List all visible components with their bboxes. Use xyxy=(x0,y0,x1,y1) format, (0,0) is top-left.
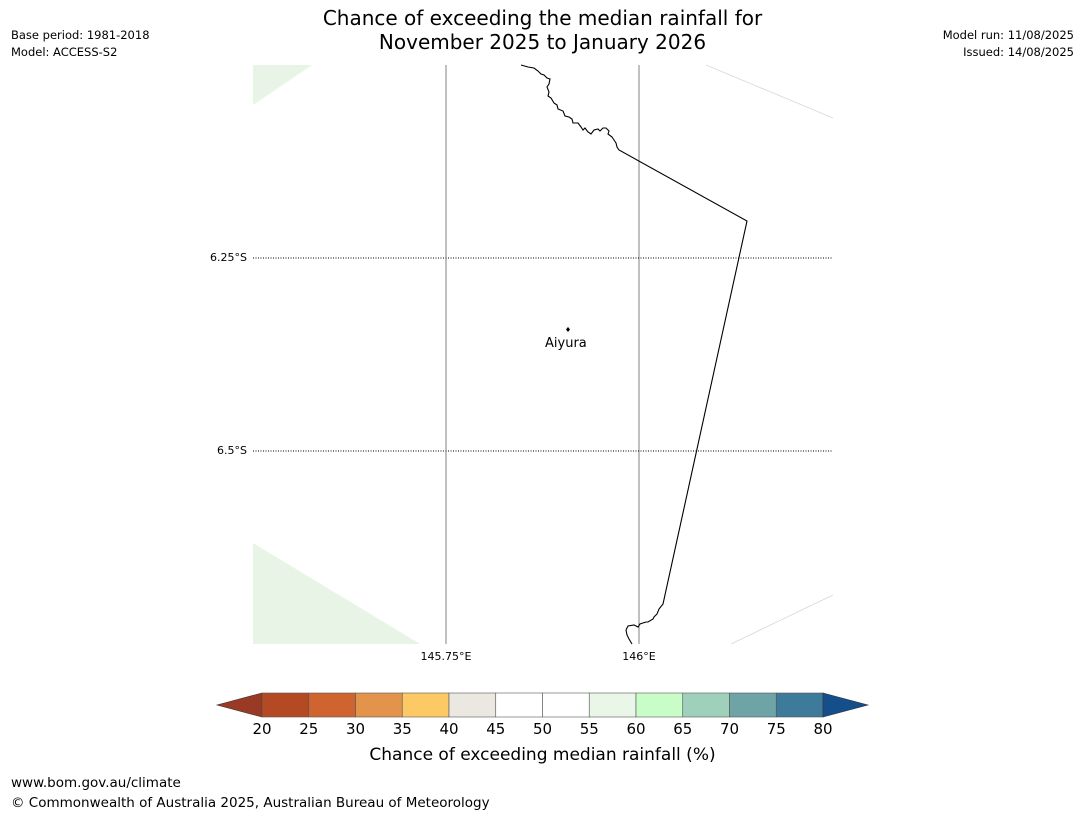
cell-edge-bottom-right xyxy=(730,594,834,645)
title-line-1: Chance of exceeding the median rainfall … xyxy=(322,6,763,30)
colorbar-segment xyxy=(355,692,403,718)
model-run-text: Model run: 11/08/2025 xyxy=(942,28,1074,42)
colorbar-tick-label: 80 xyxy=(813,720,833,738)
colorbar-segment xyxy=(635,692,684,718)
colorbar-segment xyxy=(588,692,637,718)
cell-edge-top-right xyxy=(705,64,834,119)
colorbar-segment xyxy=(775,692,824,718)
aiyura-marker xyxy=(566,327,570,332)
base-period-text: Base period: 1981-2018 xyxy=(11,28,150,42)
issued-text: Issued: 14/08/2025 xyxy=(963,45,1074,59)
lat-label-6-5: 6.5°S xyxy=(217,444,247,457)
forecast-cell-top-left xyxy=(253,65,312,105)
colorbar-tick-label: 75 xyxy=(766,720,786,738)
colorbar-extend-high xyxy=(822,692,870,718)
colorbar-segment xyxy=(542,692,590,718)
model-text: Model: ACCESS-S2 xyxy=(11,45,118,59)
colorbar-segment xyxy=(682,692,730,718)
title-line-2: November 2025 to January 2026 xyxy=(378,30,707,54)
province-boundary xyxy=(520,64,748,645)
colorbar-tick-label: 40 xyxy=(439,720,459,738)
place-label-aiyura: Aiyura xyxy=(545,336,587,351)
meta-right: Model run: 11/08/2025 Issued: 14/08/2025 xyxy=(943,27,1074,61)
colorbar-segment xyxy=(448,692,497,718)
colorbar-tick-label: 70 xyxy=(719,720,740,738)
colorbar-tick-label: 30 xyxy=(345,720,366,738)
colorbar-segment xyxy=(495,692,543,718)
colorbar-ticks: 20 25 30 35 40 45 50 55 60 65 70 75 80 xyxy=(0,720,1085,740)
colorbar-tick-label: 35 xyxy=(392,720,412,738)
forecast-cell-bottom-left xyxy=(253,543,420,644)
colorbar-segment xyxy=(729,692,777,718)
lon-label-146: 146°E xyxy=(622,650,656,663)
colorbar-tick-label: 45 xyxy=(486,720,506,738)
colorbar-tick-label: 25 xyxy=(299,720,319,738)
lat-label-6-25: 6.25°S xyxy=(210,251,247,264)
colorbar-segment xyxy=(308,692,356,718)
lon-label-145-75: 145.75°E xyxy=(420,650,472,663)
map-title: Chance of exceeding the median rainfall … xyxy=(0,6,1085,54)
colorbar-tick-label: 65 xyxy=(673,720,693,738)
colorbar-segment xyxy=(401,692,450,718)
colorbar-label: Chance of exceeding median rainfall (%) xyxy=(369,745,716,765)
colorbar-segment xyxy=(261,692,310,718)
meta-left: Base period: 1981-2018 Model: ACCESS-S2 xyxy=(11,27,150,61)
colorbar-extend-low xyxy=(215,692,263,718)
colorbar-tick-label: 20 xyxy=(252,720,272,738)
colorbar-tick-label: 55 xyxy=(579,720,599,738)
colorbar-tick-label: 50 xyxy=(532,720,553,738)
footer-copyright: © Commonwealth of Australia 2025, Austra… xyxy=(11,795,490,811)
colorbar-tick-label: 60 xyxy=(626,720,646,738)
footer-url: www.bom.gov.au/climate xyxy=(11,775,181,791)
